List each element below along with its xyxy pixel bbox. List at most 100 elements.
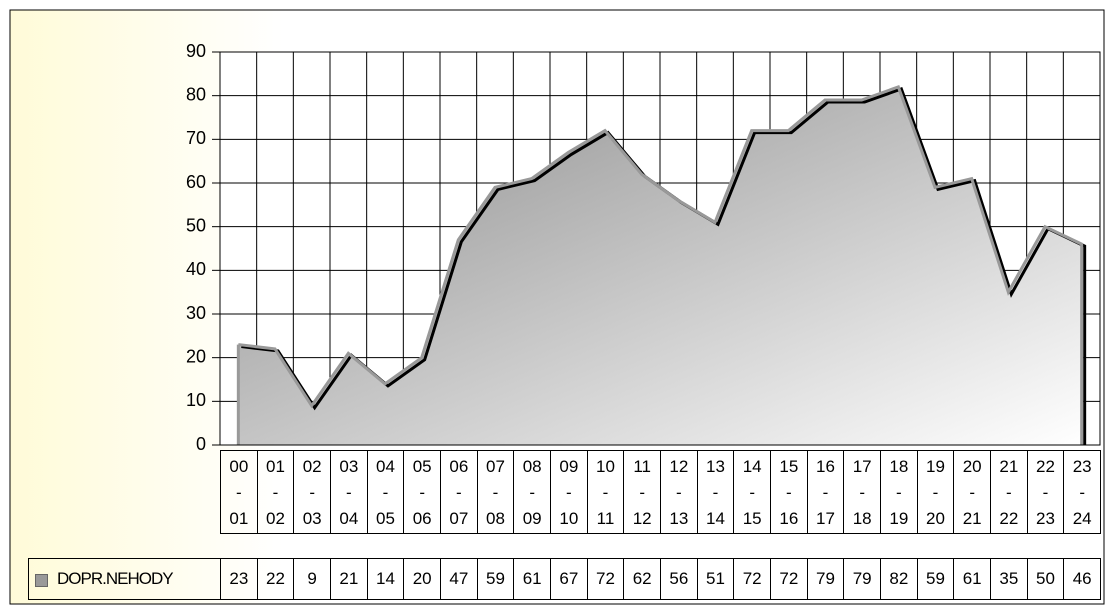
value-cell: 47 (440, 558, 478, 600)
value-cell-text: 21 (339, 569, 359, 588)
value-cell-text: 62 (632, 569, 652, 588)
value-cell-text: 14 (376, 569, 395, 588)
y-tick-label: 80 (186, 84, 206, 104)
category-cell-text: 07 - 08 (486, 457, 505, 528)
value-cell-text: 35 (999, 569, 1019, 588)
value-cell: 72 (770, 558, 808, 600)
category-cell-text: 01 - 02 (266, 457, 285, 528)
area (238, 86, 1082, 445)
category-cell: 16 - 17 (806, 450, 845, 534)
value-cell-text: 79 (816, 569, 835, 588)
value-cell-text: 46 (1072, 569, 1092, 588)
category-cell-text: 12 - 13 (669, 457, 689, 528)
value-cell: 62 (623, 558, 661, 600)
category-cell-text: 10 - 11 (596, 457, 615, 528)
category-cell: 02 - 03 (293, 450, 331, 534)
category-cell-text: 05 - 06 (412, 457, 432, 528)
category-cell: 21 - 22 (990, 450, 1028, 534)
category-cell: 10 - 11 (586, 450, 625, 534)
value-cell: 20 (403, 558, 441, 600)
category-cell: 17 - 18 (843, 450, 881, 534)
value-cell-text: 82 (889, 569, 909, 588)
y-tick-label: 0 (196, 434, 206, 454)
category-cell: 00 - 01 (220, 450, 258, 534)
value-cell-text: 22 (266, 569, 285, 588)
value-cell: 21 (330, 558, 368, 600)
category-cell-text: 06 - 07 (449, 457, 469, 528)
value-cell: 35 (990, 558, 1028, 600)
value-cell: 61 (953, 558, 991, 600)
category-cell-text: 15 - 16 (779, 457, 799, 528)
value-cell: 50 (1026, 558, 1065, 600)
value-cell-text: 50 (1036, 569, 1055, 588)
category-cell-text: 08 - 09 (522, 457, 542, 528)
category-cell-text: 14 - 15 (742, 457, 762, 528)
value-cell: 9 (293, 558, 331, 600)
category-cell-text: 02 - 03 (302, 457, 322, 528)
y-tick-label: 50 (186, 215, 206, 235)
legend-swatch (35, 574, 48, 587)
value-cell-text: 72 (779, 569, 799, 588)
category-cell-text: 20 - 21 (962, 457, 982, 528)
category-cell-text: 22 - 23 (1036, 457, 1055, 528)
value-cell-text: 72 (596, 569, 615, 588)
value-cell-text: 23 (229, 569, 249, 588)
value-cell-text: 61 (522, 569, 542, 588)
category-cell-text: 18 - 19 (889, 457, 909, 528)
category-cell: 08 - 09 (513, 450, 551, 534)
category-cell-text: 09 - 10 (559, 457, 579, 528)
value-cell-text: 56 (669, 569, 689, 588)
value-cell-text: 59 (926, 569, 945, 588)
y-tick-label: 10 (186, 390, 206, 410)
value-cell: 51 (696, 558, 735, 600)
category-cell: 07 - 08 (476, 450, 515, 534)
value-cell: 79 (843, 558, 881, 600)
category-cell: 11 - 12 (623, 450, 661, 534)
category-cell: 19 - 20 (916, 450, 955, 534)
category-cell-text: 19 - 20 (926, 457, 945, 528)
category-cell-text: 11 - 12 (632, 457, 652, 528)
value-cell: 46 (1063, 558, 1101, 600)
value-cell-text: 47 (449, 569, 469, 588)
value-cell: 59 (476, 558, 515, 600)
legend-cell: DOPR.NEHODY (28, 558, 221, 600)
category-cell: 01 - 02 (256, 450, 295, 534)
value-cell: 67 (550, 558, 588, 600)
category-cell: 09 - 10 (550, 450, 588, 534)
y-tick-label: 70 (186, 128, 206, 148)
category-cell-text: 21 - 22 (999, 457, 1019, 528)
category-cell-text: 23 - 24 (1072, 457, 1092, 528)
category-cell-text: 17 - 18 (852, 457, 872, 528)
category-cell-text: 13 - 14 (706, 457, 725, 528)
value-cell-text: 51 (706, 569, 725, 588)
value-cell: 72 (733, 558, 771, 600)
category-cell: 23 - 24 (1063, 450, 1101, 534)
value-cell-text: 79 (852, 569, 872, 588)
category-cell-text: 00 - 01 (229, 457, 249, 528)
value-cell-text: 59 (486, 569, 505, 588)
value-cell: 61 (513, 558, 551, 600)
category-cell: 12 - 13 (660, 450, 698, 534)
y-tick-label: 90 (186, 41, 206, 61)
y-tick-label: 20 (186, 346, 206, 366)
value-cell: 22 (256, 558, 295, 600)
category-cell-text: 16 - 17 (816, 457, 835, 528)
category-cell: 20 - 21 (953, 450, 991, 534)
y-tick-label: 30 (186, 303, 206, 323)
y-tick-label: 60 (186, 172, 206, 192)
value-cell: 14 (366, 558, 405, 600)
value-cell: 23 (220, 558, 258, 600)
category-cell: 03 - 04 (330, 450, 368, 534)
value-cell-text: 72 (742, 569, 762, 588)
value-cell: 56 (660, 558, 698, 600)
value-cell: 59 (916, 558, 955, 600)
category-cell: 14 - 15 (733, 450, 771, 534)
area-line (236, 85, 1084, 445)
y-tick-label: 40 (186, 259, 206, 279)
category-cell: 22 - 23 (1026, 450, 1065, 534)
value-cell: 82 (880, 558, 918, 600)
value-cell-text: 9 (307, 569, 317, 588)
value-cell-text: 61 (962, 569, 982, 588)
